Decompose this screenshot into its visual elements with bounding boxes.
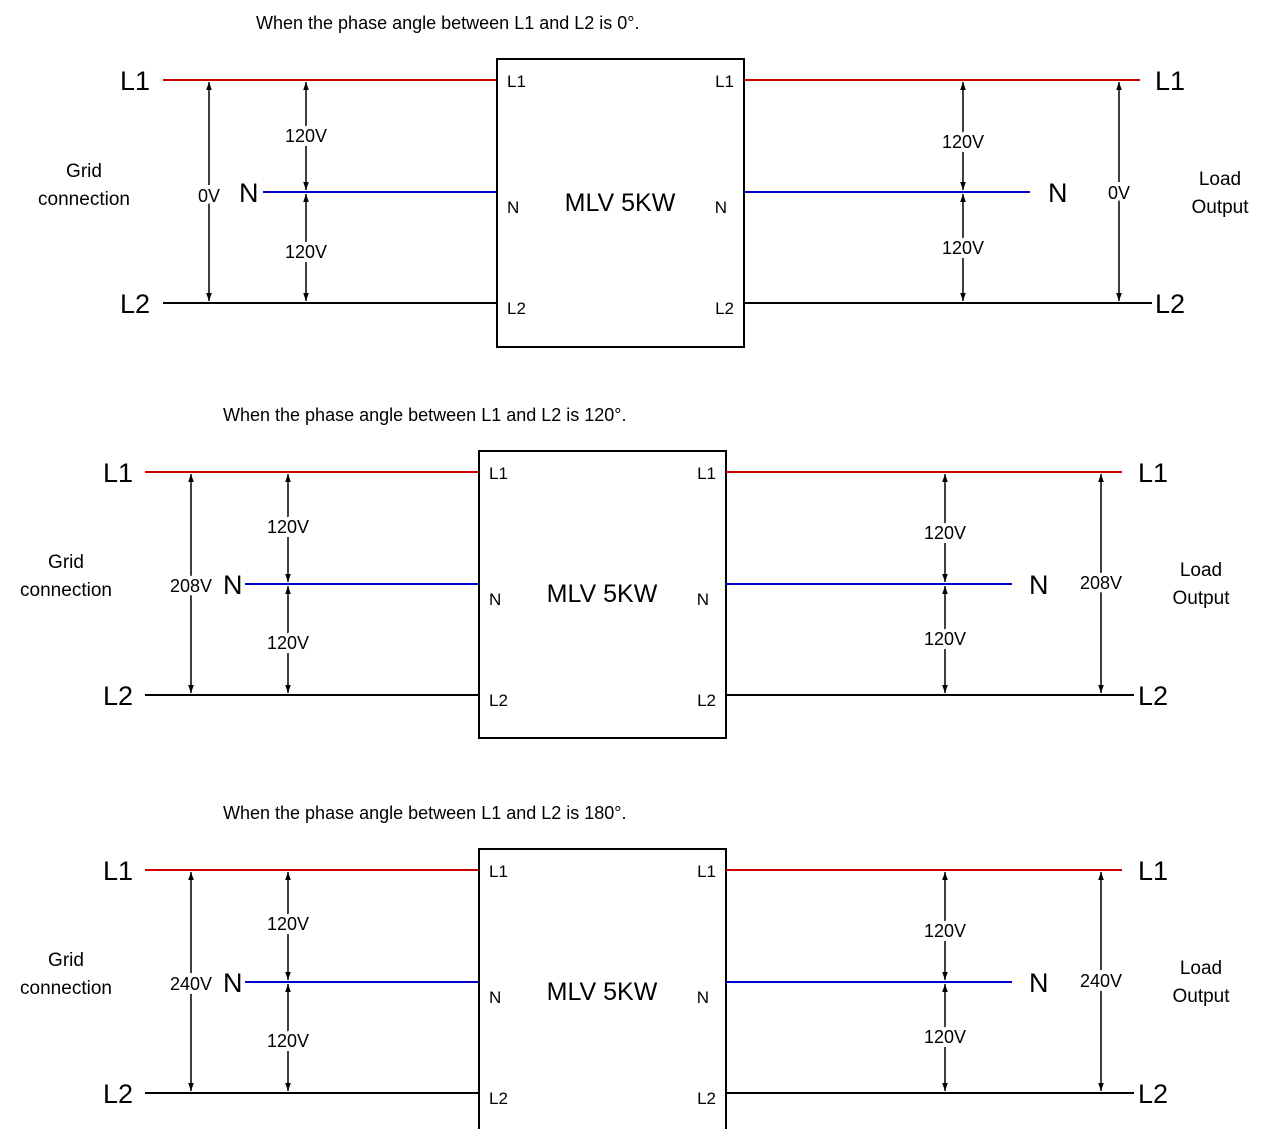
load-output-label-line1: Load <box>1199 169 1241 190</box>
input-pin-l1: L1 <box>507 72 526 91</box>
input-pin-l2: L2 <box>489 1089 508 1108</box>
output-pin-l2: L2 <box>697 691 716 710</box>
inverter-model-label: MLV 5KW <box>547 580 658 608</box>
grid-connection-label-line2: connection <box>20 580 112 601</box>
load-n-terminal-label: N <box>1029 570 1049 600</box>
grid-l1-terminal-label: L1 <box>103 458 133 488</box>
load-lower-phase-voltage-label: 120V <box>942 238 984 258</box>
grid-upper-phase-voltage-label: 120V <box>285 126 327 146</box>
load-upper-phase-voltage-label: 120V <box>924 921 966 941</box>
load-output-label-line2: Output <box>1172 986 1230 1007</box>
load-n-terminal-label: N <box>1029 968 1049 998</box>
load-output-label-line2: Output <box>1191 197 1249 218</box>
grid-l2-terminal-label: L2 <box>103 1079 133 1109</box>
grid-upper-phase-voltage-label: 120V <box>267 517 309 537</box>
grid-connection-label-line1: Grid <box>66 161 102 182</box>
grid-upper-phase-voltage-label: 120V <box>267 914 309 934</box>
load-line-voltage-label: 0V <box>1108 183 1130 203</box>
grid-line-voltage-label: 0V <box>198 186 220 206</box>
input-pin-n: N <box>507 198 519 217</box>
panel-180-deg: When the phase angle between L1 and L2 i… <box>20 803 1230 1129</box>
grid-n-terminal-label: N <box>223 968 243 998</box>
grid-l2-terminal-label: L2 <box>103 681 133 711</box>
panel-caption: When the phase angle between L1 and L2 i… <box>256 13 639 33</box>
grid-line-voltage-label: 208V <box>170 576 212 596</box>
output-pin-l1: L1 <box>697 464 716 483</box>
load-upper-phase-voltage-label: 120V <box>942 132 984 152</box>
grid-line-voltage-label: 240V <box>170 974 212 994</box>
load-lower-phase-voltage-label: 120V <box>924 629 966 649</box>
input-pin-l1: L1 <box>489 862 508 881</box>
load-output-label-line1: Load <box>1180 958 1222 979</box>
load-l2-terminal-label: L2 <box>1138 1079 1168 1109</box>
load-lower-phase-voltage-label: 120V <box>924 1027 966 1047</box>
grid-n-terminal-label: N <box>239 178 259 208</box>
output-pin-n: N <box>715 198 727 217</box>
load-l1-terminal-label: L1 <box>1155 66 1185 96</box>
inverter-model-label: MLV 5KW <box>565 189 676 217</box>
panel-caption: When the phase angle between L1 and L2 i… <box>223 405 627 425</box>
grid-connection-label-line1: Grid <box>48 950 84 971</box>
input-pin-l2: L2 <box>489 691 508 710</box>
grid-connection-label-line1: Grid <box>48 552 84 573</box>
grid-l1-terminal-label: L1 <box>120 66 150 96</box>
input-pin-n: N <box>489 988 501 1007</box>
input-pin-l2: L2 <box>507 299 526 318</box>
panel-120-deg: When the phase angle between L1 and L2 i… <box>20 405 1230 739</box>
input-pin-n: N <box>489 590 501 609</box>
output-pin-l1: L1 <box>715 72 734 91</box>
grid-lower-phase-voltage-label: 120V <box>285 242 327 262</box>
grid-connection-label-line2: connection <box>38 189 130 210</box>
output-pin-l1: L1 <box>697 862 716 881</box>
load-line-voltage-label: 240V <box>1080 971 1122 991</box>
inverter-box <box>478 848 727 1129</box>
panel-caption: When the phase angle between L1 and L2 i… <box>223 803 627 823</box>
load-upper-phase-voltage-label: 120V <box>924 523 966 543</box>
grid-l1-terminal-label: L1 <box>103 856 133 886</box>
output-pin-l2: L2 <box>715 299 734 318</box>
grid-lower-phase-voltage-label: 120V <box>267 633 309 653</box>
grid-lower-phase-voltage-label: 120V <box>267 1031 309 1051</box>
load-output-label-line2: Output <box>1172 588 1230 609</box>
load-l2-terminal-label: L2 <box>1155 289 1185 319</box>
output-pin-n: N <box>697 988 709 1007</box>
output-pin-l2: L2 <box>697 1089 716 1108</box>
inverter-box <box>496 58 745 348</box>
panel-0-deg: When the phase angle between L1 and L2 i… <box>38 13 1249 348</box>
input-pin-l1: L1 <box>489 464 508 483</box>
load-l1-terminal-label: L1 <box>1138 856 1168 886</box>
grid-n-terminal-label: N <box>223 570 243 600</box>
load-line-voltage-label: 208V <box>1080 573 1122 593</box>
load-l2-terminal-label: L2 <box>1138 681 1168 711</box>
load-l1-terminal-label: L1 <box>1138 458 1168 488</box>
load-n-terminal-label: N <box>1048 178 1068 208</box>
grid-connection-label-line2: connection <box>20 978 112 999</box>
inverter-model-label: MLV 5KW <box>547 978 658 1006</box>
output-pin-n: N <box>697 590 709 609</box>
load-output-label-line1: Load <box>1180 560 1222 581</box>
inverter-box <box>478 450 727 739</box>
grid-l2-terminal-label: L2 <box>120 289 150 319</box>
